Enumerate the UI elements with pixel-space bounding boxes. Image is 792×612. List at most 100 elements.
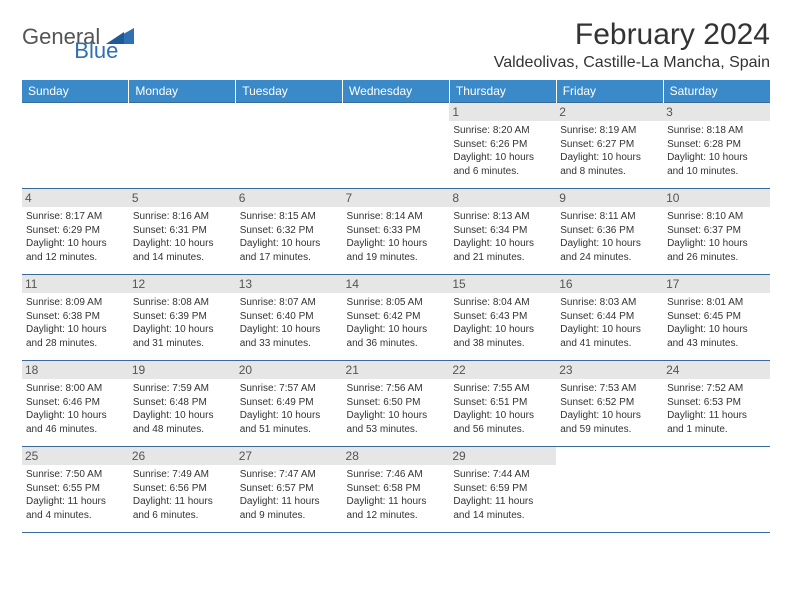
day-number: 3 [663, 103, 770, 121]
calendar-day-cell: 18 Sunrise: 8:00 AMSunset: 6:46 PMDayligh… [22, 361, 129, 447]
calendar-week-row: 1 Sunrise: 8:20 AMSunset: 6:26 PMDaylight… [22, 103, 770, 189]
day-number: 10 [663, 189, 770, 207]
weekday-tuesday: Tuesday [236, 80, 343, 103]
calendar-day-cell [22, 103, 129, 189]
day-number: 5 [129, 189, 236, 207]
title-block: February 2024 Valdeolivas, Castille-La M… [494, 18, 770, 72]
weekday-friday: Friday [556, 80, 663, 103]
calendar-day-cell: 6 Sunrise: 8:15 AMSunset: 6:32 PMDaylight… [236, 189, 343, 275]
day-number: 27 [236, 447, 343, 465]
location-text: Valdeolivas, Castille-La Mancha, Spain [494, 54, 770, 72]
day-details: Sunrise: 7:57 AMSunset: 6:49 PMDaylight:… [240, 382, 339, 436]
day-number: 25 [22, 447, 129, 465]
day-number: 28 [343, 447, 450, 465]
day-details: Sunrise: 8:00 AMSunset: 6:46 PMDaylight:… [26, 382, 125, 436]
weekday-thursday: Thursday [449, 80, 556, 103]
calendar-day-cell: 20Sunrise: 7:57 AMSunset: 6:49 PMDayligh… [236, 361, 343, 447]
day-details: Sunrise: 8:08 AMSunset: 6:39 PMDaylight:… [133, 296, 232, 350]
calendar-day-cell: 24Sunrise: 7:52 AMSunset: 6:53 PMDayligh… [663, 361, 770, 447]
calendar-day-cell: 27 Sunrise: 7:47 AMSunset: 6:57 PMDayligh… [236, 447, 343, 533]
calendar-day-cell: 8Sunrise: 8:13 AMSunset: 6:34 PMDaylight… [449, 189, 556, 275]
day-details: Sunrise: 7:46 AMSunset: 6:58 PMDaylight:… [347, 468, 446, 522]
calendar-day-cell: 19 Sunrise: 7:59 AMSunset: 6:48 PMDayligh… [129, 361, 236, 447]
header: General Blue February 2024 Valdeolivas, … [22, 18, 770, 72]
calendar-day-cell: 26 Sunrise: 7:49 AMSunset: 6:56 PMDayligh… [129, 447, 236, 533]
day-details: Sunrise: 7:44 AMSunset: 6:59 PMDaylight:… [453, 468, 552, 522]
logo-text-blue: Blue [74, 38, 118, 63]
weekday-monday: Monday [129, 80, 236, 103]
calendar-day-cell: 25 Sunrise: 7:50 AMSunset: 6:55 PMDayligh… [22, 447, 129, 533]
day-details: Sunrise: 8:09 AMSunset: 6:38 PMDaylight:… [26, 296, 125, 350]
day-details: Sunrise: 8:16 AMSunset: 6:31 PMDaylight:… [133, 210, 232, 264]
calendar-day-cell: 5 Sunrise: 8:16 AMSunset: 6:31 PMDaylight… [129, 189, 236, 275]
calendar-day-cell: 28 Sunrise: 7:46 AMSunset: 6:58 PMDayligh… [343, 447, 450, 533]
calendar-week-row: 18 Sunrise: 8:00 AMSunset: 6:46 PMDayligh… [22, 361, 770, 447]
day-number: 4 [22, 189, 129, 207]
calendar-week-row: 4 Sunrise: 8:17 AMSunset: 6:29 PMDaylight… [22, 189, 770, 275]
day-details: Sunrise: 8:05 AMSunset: 6:42 PMDaylight:… [347, 296, 446, 350]
calendar-day-cell: 23 Sunrise: 7:53 AMSunset: 6:52 PMDayligh… [556, 361, 663, 447]
day-number: 29 [449, 447, 556, 465]
day-details: Sunrise: 7:56 AMSunset: 6:50 PMDaylight:… [347, 382, 446, 436]
calendar-day-cell: 9 Sunrise: 8:11 AMSunset: 6:36 PMDaylight… [556, 189, 663, 275]
day-number: 15 [449, 275, 556, 293]
calendar-table: Sunday Monday Tuesday Wednesday Thursday… [22, 80, 770, 533]
calendar-day-cell: 21 Sunrise: 7:56 AMSunset: 6:50 PMDayligh… [343, 361, 450, 447]
day-details: Sunrise: 8:11 AMSunset: 6:36 PMDaylight:… [560, 210, 659, 264]
day-details: Sunrise: 8:17 AMSunset: 6:29 PMDaylight:… [26, 210, 125, 264]
day-number: 13 [236, 275, 343, 293]
day-number: 21 [343, 361, 450, 379]
logo: General Blue [22, 18, 180, 50]
calendar-day-cell [129, 103, 236, 189]
day-number: 2 [556, 103, 663, 121]
calendar-day-cell: 11 Sunrise: 8:09 AMSunset: 6:38 PMDayligh… [22, 275, 129, 361]
day-number: 23 [556, 361, 663, 379]
calendar-body: 1 Sunrise: 8:20 AMSunset: 6:26 PMDaylight… [22, 103, 770, 533]
calendar-day-cell: 7Sunrise: 8:14 AMSunset: 6:33 PMDaylight… [343, 189, 450, 275]
weekday-wednesday: Wednesday [343, 80, 450, 103]
day-details: Sunrise: 8:20 AMSunset: 6:26 PMDaylight:… [453, 124, 552, 178]
calendar-day-cell [556, 447, 663, 533]
day-details: Sunrise: 7:50 AMSunset: 6:55 PMDaylight:… [26, 468, 125, 522]
day-details: Sunrise: 7:55 AMSunset: 6:51 PMDaylight:… [453, 382, 552, 436]
day-details: Sunrise: 8:18 AMSunset: 6:28 PMDaylight:… [667, 124, 766, 178]
day-details: Sunrise: 7:53 AMSunset: 6:52 PMDaylight:… [560, 382, 659, 436]
calendar-day-cell: 17Sunrise: 8:01 AMSunset: 6:45 PMDayligh… [663, 275, 770, 361]
day-details: Sunrise: 8:07 AMSunset: 6:40 PMDaylight:… [240, 296, 339, 350]
day-number: 9 [556, 189, 663, 207]
calendar-day-cell: 13 Sunrise: 8:07 AMSunset: 6:40 PMDayligh… [236, 275, 343, 361]
calendar-day-cell: 14 Sunrise: 8:05 AMSunset: 6:42 PMDayligh… [343, 275, 450, 361]
day-details: Sunrise: 7:59 AMSunset: 6:48 PMDaylight:… [133, 382, 232, 436]
calendar-day-cell: 3 Sunrise: 8:18 AMSunset: 6:28 PMDaylight… [663, 103, 770, 189]
calendar-day-cell: 16 Sunrise: 8:03 AMSunset: 6:44 PMDayligh… [556, 275, 663, 361]
calendar-day-cell: 1 Sunrise: 8:20 AMSunset: 6:26 PMDaylight… [449, 103, 556, 189]
calendar-week-row: 25 Sunrise: 7:50 AMSunset: 6:55 PMDayligh… [22, 447, 770, 533]
day-number: 18 [22, 361, 129, 379]
day-details: Sunrise: 8:03 AMSunset: 6:44 PMDaylight:… [560, 296, 659, 350]
day-number: 22 [449, 361, 556, 379]
day-number: 1 [449, 103, 556, 121]
calendar-day-cell: 12 Sunrise: 8:08 AMSunset: 6:39 PMDayligh… [129, 275, 236, 361]
weekday-saturday: Saturday [663, 80, 770, 103]
weekday-sunday: Sunday [22, 80, 129, 103]
day-number: 16 [556, 275, 663, 293]
day-details: Sunrise: 7:49 AMSunset: 6:56 PMDaylight:… [133, 468, 232, 522]
day-details: Sunrise: 7:47 AMSunset: 6:57 PMDaylight:… [240, 468, 339, 522]
day-number: 17 [663, 275, 770, 293]
weekday-header-row: Sunday Monday Tuesday Wednesday Thursday… [22, 80, 770, 103]
day-number: 24 [663, 361, 770, 379]
day-details: Sunrise: 8:04 AMSunset: 6:43 PMDaylight:… [453, 296, 552, 350]
calendar-day-cell: 29 Sunrise: 7:44 AMSunset: 6:59 PMDayligh… [449, 447, 556, 533]
page-title: February 2024 [494, 18, 770, 52]
day-number: 12 [129, 275, 236, 293]
calendar-day-cell: 4 Sunrise: 8:17 AMSunset: 6:29 PMDaylight… [22, 189, 129, 275]
day-number: 26 [129, 447, 236, 465]
day-number: 11 [22, 275, 129, 293]
day-number: 14 [343, 275, 450, 293]
day-number: 6 [236, 189, 343, 207]
calendar-day-cell [343, 103, 450, 189]
day-details: Sunrise: 8:15 AMSunset: 6:32 PMDaylight:… [240, 210, 339, 264]
calendar-week-row: 11 Sunrise: 8:09 AMSunset: 6:38 PMDayligh… [22, 275, 770, 361]
day-number: 7 [343, 189, 450, 207]
day-number: 19 [129, 361, 236, 379]
